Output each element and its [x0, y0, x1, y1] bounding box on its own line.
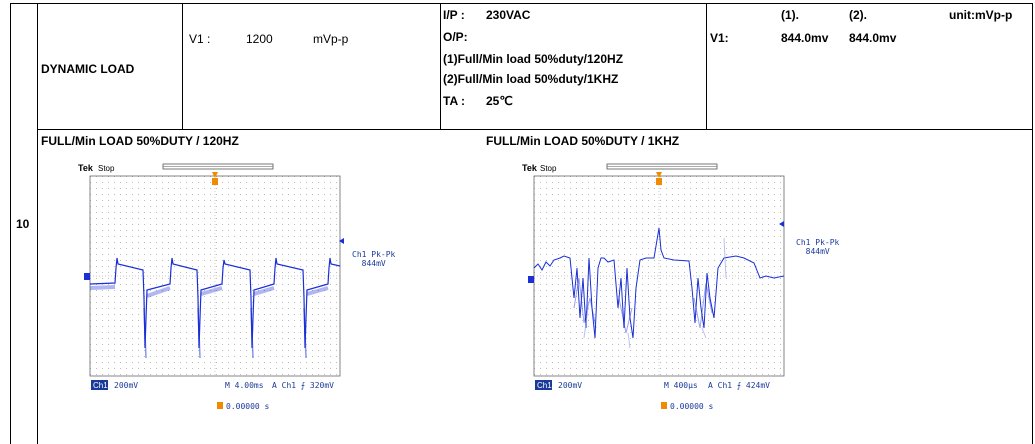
op-label: O/P: [443, 30, 468, 44]
scope-brand: Tek [522, 163, 538, 173]
v1-value: 1200 [246, 32, 273, 46]
timebase: M 4.00ms [225, 381, 264, 390]
ip-label: I/P : [443, 8, 465, 22]
trigger-level-marker [339, 238, 344, 244]
svg-text:Ch1: Ch1 [537, 381, 552, 390]
channel-badge [91, 380, 108, 390]
trigger-position-marker [212, 172, 218, 178]
trigger-setting: A Ch1 ⨍ 424mV [708, 381, 770, 390]
result-val-2: 844.0mv [849, 31, 897, 45]
table-left-border [10, 3, 11, 444]
op-line-2: (2)Full/Min load 50%duty/1KHZ [443, 72, 619, 86]
waveform-trace-1 [89, 257, 341, 359]
result-val-1: 844.0mv [781, 31, 829, 45]
pk-pk-readout-1: Ch1 Pk-Pk 844mV [352, 250, 395, 268]
waveform-trace-2 [533, 227, 785, 339]
pk-pk-readout-2: Ch1 Pk-Pk 844mV [796, 238, 839, 256]
horizontal-offset: 0.00000 s [670, 402, 714, 411]
pk-pk-label: Ch1 Pk-Pk [796, 238, 840, 247]
scope-state: Stop [540, 164, 557, 173]
scope-caption-1: FULL/Min LOAD 50%DUTY / 120HZ [41, 134, 239, 148]
trigger-setting: A Ch1 ⨍ 320mV [272, 381, 334, 390]
scope-caption-2: FULL/Min LOAD 50%DUTY / 1KHZ [486, 134, 680, 148]
col-divider-3 [706, 3, 707, 130]
channel-scale: 200mV [114, 381, 138, 390]
trigger-level-marker [779, 221, 784, 227]
v1-label: V1 : [189, 32, 211, 46]
scope-state: Stop [98, 164, 115, 173]
channel-scale: 200mV [558, 381, 582, 390]
col-divider-number [37, 3, 38, 444]
trigger-position-marker [656, 172, 662, 178]
ip-value: 230VAC [486, 8, 531, 22]
result-col1-header: (1). [781, 8, 799, 22]
pk-pk-label: Ch1 Pk-Pk [352, 250, 396, 259]
horizontal-offset: 0.00000 s [226, 402, 270, 411]
table-top-border [10, 3, 1033, 4]
channel-badge [535, 380, 552, 390]
col-divider-2 [440, 3, 441, 130]
col-divider-1 [182, 3, 183, 130]
ta-value: 25℃ [486, 94, 513, 108]
oscilloscope-1: Tek Stop Ch1 200mV M 4.00ms A Ch1 ⨍ 320m… [78, 163, 344, 411]
table-right-border [1032, 3, 1033, 444]
result-col2-header: (2). [849, 8, 867, 22]
ground-marker [528, 276, 534, 283]
timebase: M 400µs [664, 381, 698, 390]
test-name: DYNAMIC LOAD [41, 62, 135, 76]
row-number: 10 [16, 217, 30, 231]
result-unit: unit:mVp-p [949, 8, 1013, 22]
result-row-label: V1: [710, 31, 729, 45]
svg-text:Ch1: Ch1 [93, 381, 108, 390]
ground-marker [84, 273, 90, 280]
pk-pk-value: 844mV [805, 247, 830, 256]
oscilloscope-2: Tek Stop Ch1 200mV M 400µs A Ch1 ⨍ 424mV… [522, 163, 785, 411]
ta-label: TA : [443, 94, 465, 108]
scope-brand: Tek [78, 163, 94, 173]
v1-unit: mVp-p [313, 32, 349, 46]
pk-pk-value: 844mV [361, 259, 386, 268]
header-row-bottom [37, 129, 1033, 130]
op-line-1: (1)Full/Min load 50%duty/120HZ [443, 52, 624, 66]
